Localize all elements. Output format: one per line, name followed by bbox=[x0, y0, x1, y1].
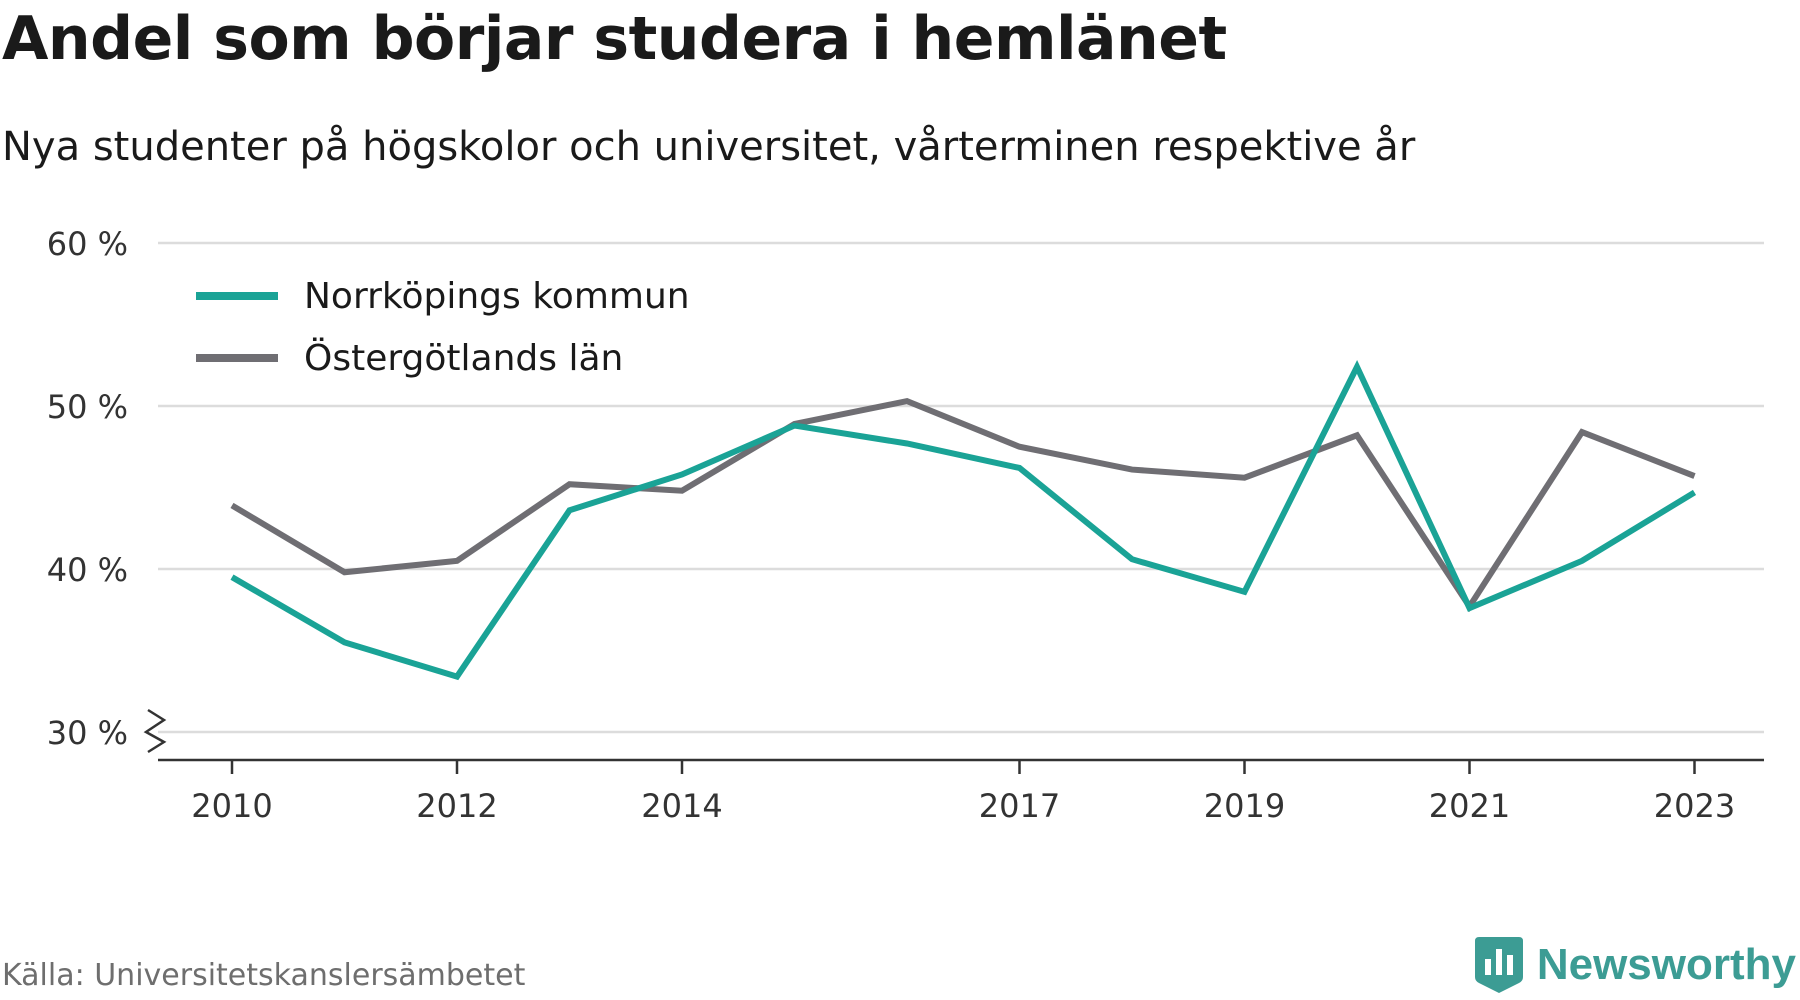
x-tick-label: 2012 bbox=[416, 787, 497, 825]
brand-logo[interactable]: Newsworthy bbox=[1474, 930, 1796, 1000]
brand-name: Newsworthy bbox=[1536, 940, 1796, 989]
x-axis: 2010 2012 2014 2017 2019 2021 2023 bbox=[158, 758, 1764, 825]
chart-title: Andel som börjar studera i hemlänet bbox=[2, 4, 1227, 74]
y-tick-label: 30 % bbox=[47, 714, 128, 752]
series-lines bbox=[230, 359, 1697, 681]
axis-break-icon bbox=[143, 708, 167, 754]
gridlines bbox=[143, 241, 1764, 754]
line-chart: 2010 2012 2014 2017 2019 2021 2023 30 % 40 % 50 … bbox=[47, 225, 1764, 825]
x-tick-label: 2017 bbox=[979, 787, 1060, 825]
x-tick-label: 2023 bbox=[1654, 787, 1735, 825]
y-tick-label: 50 % bbox=[47, 388, 128, 426]
legend-label: Norrköpings kommun bbox=[304, 276, 690, 317]
chart-subtitle: Nya studenter på högskolor och universit… bbox=[2, 124, 1416, 170]
bar-chart-shield-icon bbox=[1474, 937, 1523, 993]
x-tick-label: 2014 bbox=[641, 787, 722, 825]
x-tick-label: 2010 bbox=[191, 787, 272, 825]
y-axis-labels: 30 % 40 % 50 % 60 % bbox=[47, 225, 128, 752]
series-line-1 bbox=[230, 397, 1696, 612]
y-tick-label: 40 % bbox=[47, 551, 128, 589]
legend-label: Östergötlands län bbox=[304, 337, 623, 379]
legend: Norrköpings kommun Östergötlands län bbox=[196, 276, 690, 379]
y-tick-label: 60 % bbox=[47, 225, 128, 263]
source-note: Källa: Universitetskanslersämbetet bbox=[2, 958, 526, 993]
x-tick-label: 2021 bbox=[1429, 787, 1510, 825]
x-tick-label: 2019 bbox=[1204, 787, 1285, 825]
series-line-0 bbox=[230, 359, 1697, 681]
